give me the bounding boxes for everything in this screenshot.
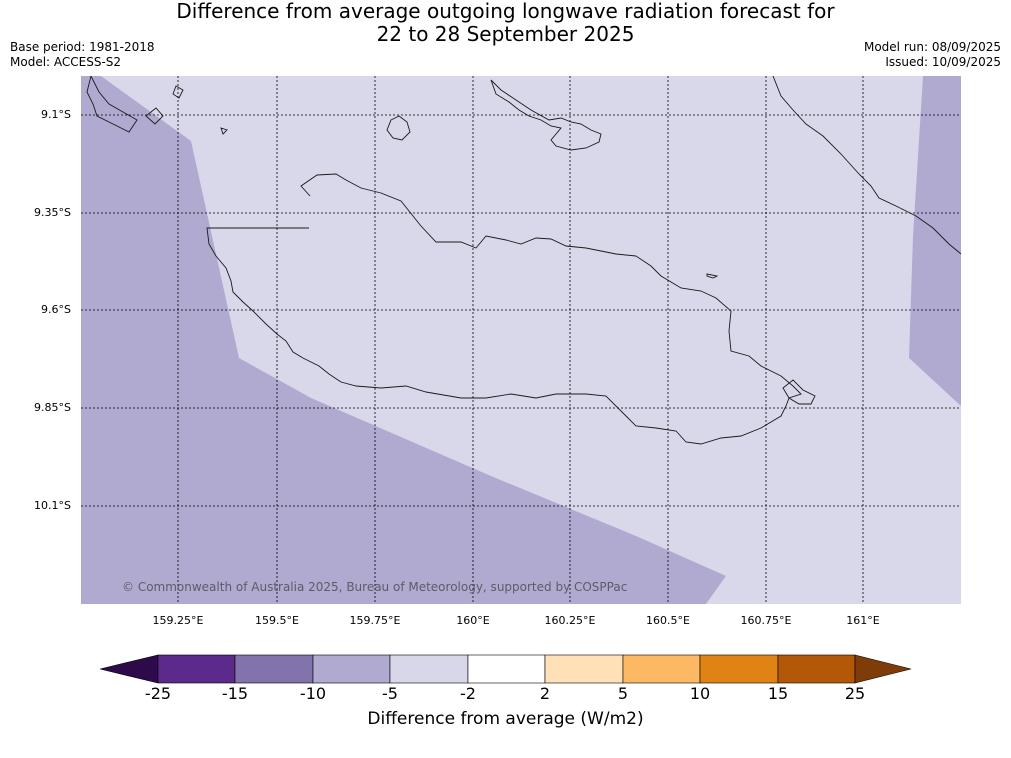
copyright-notice: © Commonwealth of Australia 2025, Bureau… — [122, 580, 628, 594]
lon-label-159-25: 159.25°E — [152, 614, 204, 627]
lon-label-161: 161°E — [846, 614, 880, 627]
colorbar-tick-2: 2 — [539, 684, 551, 703]
colorbar-bin-8 — [699, 654, 779, 684]
colorbar-bin-4 — [389, 654, 469, 684]
lat-label-9-6: 9.6°S — [41, 303, 71, 316]
meta-right: Model run: 08/09/2025 Issued: 10/09/2025 — [864, 40, 1001, 70]
colorbar-bin-7 — [622, 654, 701, 684]
coastlines — [86, 76, 961, 445]
lat-label-10-1: 10.1°S — [34, 499, 71, 512]
lat-label-9-1: 9.1°S — [41, 108, 71, 121]
base-period: Base period: 1981-2018 — [10, 40, 155, 54]
map-panel — [81, 76, 961, 604]
coast-malaita — [772, 76, 961, 255]
coast-russell — [86, 76, 138, 133]
colorbar-bin-1 — [157, 654, 236, 684]
issued-date: Issued: 10/09/2025 — [885, 55, 1001, 69]
colorbar-tick-minus-15: -15 — [221, 684, 249, 703]
colorbar-bin-5 — [467, 654, 546, 684]
colorbar-tick-minus-10: -10 — [299, 684, 327, 703]
coast-nw-islets — [145, 85, 228, 135]
title-line-1: Difference from average outgoing longwav… — [176, 0, 835, 23]
title-line-2: 22 to 28 September 2025 — [376, 22, 635, 46]
colorbar-bin-3 — [312, 654, 391, 684]
colorbar-tick-5: 5 — [617, 684, 629, 703]
colorbar-tick-minus-5: -5 — [382, 684, 398, 703]
graticule — [81, 76, 961, 604]
colorbar-bin-9 — [777, 654, 856, 684]
lon-label-159-5: 159.5°E — [255, 614, 299, 627]
colorbar-title: Difference from average (W/m2) — [367, 709, 644, 729]
map-anomaly-region-west — [81, 76, 726, 604]
coast-florida-islands — [490, 79, 602, 151]
colorbar-bin-6 — [544, 654, 624, 684]
coast-marau — [782, 379, 816, 405]
meta-left: Base period: 1981-2018 Model: ACCESS-S2 — [10, 40, 155, 70]
colorbar-under-arrow — [100, 654, 159, 684]
lat-label-9-85: 9.85°S — [34, 401, 71, 414]
lat-label-9-35: 9.35°S — [34, 206, 71, 219]
colorbar-tick-15: 15 — [767, 684, 789, 703]
model-name: Model: ACCESS-S2 — [10, 55, 122, 69]
coast-small-islet — [706, 273, 719, 279]
lon-label-160-25: 160.25°E — [544, 614, 596, 627]
map-title: Difference from average outgoing longwav… — [0, 0, 1011, 46]
coast-guadalcanal — [206, 173, 802, 445]
colorbar-tick-minus-25: -25 — [144, 684, 172, 703]
coast-savo — [386, 115, 411, 141]
colorbar — [100, 654, 912, 684]
colorbar-tick-minus-2: -2 — [460, 684, 476, 703]
lon-label-160-5: 160.5°E — [646, 614, 690, 627]
lon-label-159-75: 159.75°E — [349, 614, 401, 627]
colorbar-tick-25: 25 — [844, 684, 866, 703]
model-run: Model run: 08/09/2025 — [863, 40, 1001, 54]
colorbar-bin-2 — [234, 654, 314, 684]
colorbar-tick-10: 10 — [689, 684, 711, 703]
lon-label-160: 160°E — [456, 614, 490, 627]
colorbar-over-arrow — [854, 654, 912, 684]
map-anomaly-region-east — [909, 76, 961, 406]
lon-label-160-75: 160.75°E — [740, 614, 792, 627]
